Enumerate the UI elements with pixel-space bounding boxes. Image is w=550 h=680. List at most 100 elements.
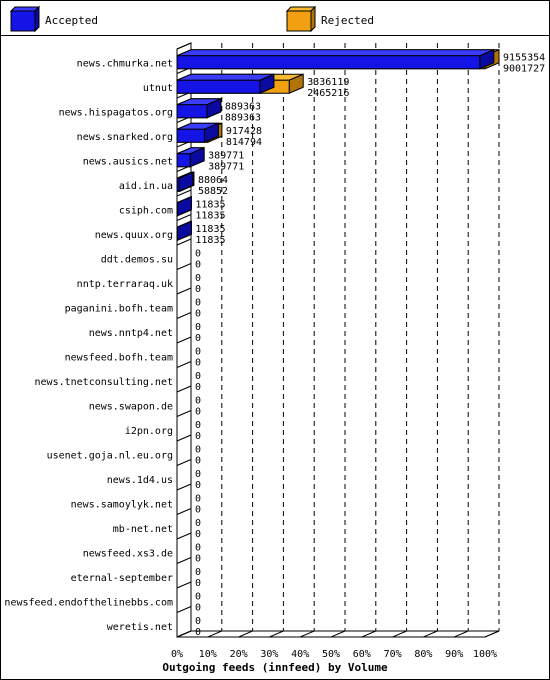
x-tick-label: 30%	[260, 649, 278, 660]
x-tick-mark	[454, 630, 469, 638]
data-label-accepted: 11835	[195, 235, 225, 246]
row-divider	[176, 42, 192, 50]
category-label: paganini.bofh.team	[65, 303, 173, 314]
bar-accepted	[176, 146, 205, 168]
bar-accepted	[176, 122, 219, 144]
bar-accepted	[176, 171, 194, 193]
data-label-rejected: 11835	[195, 199, 225, 210]
data-label-rejected: 88064	[198, 175, 228, 186]
data-label-rejected: 11835	[195, 224, 225, 235]
x-tick-label: 10%	[199, 649, 217, 660]
category-label: i2pn.org	[125, 426, 173, 437]
data-label-accepted: 0	[195, 480, 201, 491]
bar-accepted	[176, 73, 275, 95]
data-label-accepted: 0	[195, 504, 201, 515]
data-label-rejected: 3336119	[307, 77, 349, 88]
category-label: ddt.demos.su	[101, 254, 173, 265]
x-tick-label: 20%	[230, 649, 248, 660]
bar-accepted-top	[176, 49, 495, 57]
data-label-rejected: 0	[195, 297, 201, 308]
row-divider	[176, 557, 192, 564]
bar-accepted-face	[176, 128, 205, 143]
x-tick-mark	[423, 630, 438, 638]
data-label-accepted: 889363	[225, 112, 261, 123]
data-label-rejected: 917428	[226, 126, 262, 137]
data-label-accepted: 814794	[226, 137, 262, 148]
legend-accepted-label: Accepted	[45, 14, 98, 27]
row-divider	[176, 459, 192, 466]
x-tick-mark	[361, 630, 376, 638]
bar-accepted-face	[176, 177, 180, 192]
data-label-rejected: 0	[195, 567, 201, 578]
data-label-accepted: 0	[195, 308, 201, 319]
data-label-rejected: 0	[195, 346, 201, 357]
bar-accepted-face	[176, 55, 481, 70]
data-label-rejected: 0	[195, 616, 201, 627]
bar-accepted	[176, 220, 192, 242]
category-label: newsfeed.bofh.team	[65, 352, 173, 363]
bar-accepted-top	[176, 73, 275, 81]
x-tick-mark	[269, 630, 284, 638]
row-divider	[176, 483, 192, 491]
data-label-rejected: 0	[195, 371, 201, 382]
data-label-rejected: 0	[195, 420, 201, 431]
category-label: eternal-september	[71, 573, 173, 584]
row-divider	[176, 606, 192, 613]
row-divider	[176, 630, 192, 638]
legend-rejected-label: Rejected	[321, 14, 374, 27]
legend: Accepted Rejected	[1, 1, 549, 36]
row-divider	[176, 434, 192, 442]
data-label-rejected: 0	[195, 273, 201, 284]
x-axis-title: Outgoing feeds (innfeed) by Volume	[162, 661, 388, 674]
data-label-rejected: 0	[195, 493, 201, 504]
data-label-accepted: 0	[195, 529, 201, 540]
row-divider	[176, 287, 192, 295]
data-label-rejected: 0	[195, 591, 201, 602]
data-label-accepted: 0	[195, 431, 201, 442]
data-label-accepted: 0	[195, 553, 201, 564]
grid-layer	[176, 42, 500, 638]
category-label: news.swapon.de	[89, 401, 173, 412]
row-divider	[176, 189, 192, 197]
labels-layer: 0% 10% 20% 30% 40% 50% 60% 70% 80% 90% 100% news.ch…	[4, 52, 545, 660]
category-label: news.quux.org	[95, 230, 173, 241]
x-tick-label: 90%	[445, 649, 463, 660]
x-tick-label: 40%	[291, 649, 309, 660]
row-divider	[176, 385, 192, 393]
data-label-accepted: 0	[195, 578, 201, 589]
row-divider	[176, 214, 192, 221]
x-tick-mark	[484, 630, 500, 638]
data-label-accepted: 0	[195, 259, 201, 270]
data-label-accepted: 58852	[198, 186, 228, 197]
data-label-rejected: 389771	[208, 150, 244, 161]
x-tick-mark	[238, 630, 253, 638]
row-divider	[176, 508, 192, 515]
category-label: usenet.goja.nl.eu.org	[47, 450, 173, 461]
data-label-accepted: 0	[195, 382, 201, 393]
category-label: news.chmurka.net	[77, 58, 173, 69]
category-label: newsfeed.xs3.de	[83, 548, 173, 559]
category-label: news.hispagatos.org	[59, 107, 173, 118]
data-label-accepted: 0	[195, 455, 201, 466]
data-label-accepted: 9001727	[503, 63, 545, 74]
row-divider	[176, 263, 192, 270]
bar-accepted	[176, 195, 192, 217]
x-tick-mark	[392, 630, 407, 638]
data-label-accepted: 0	[195, 333, 201, 344]
data-label-accepted: 11835	[195, 210, 225, 221]
x-tick-mark	[330, 630, 346, 638]
legend-accepted-swatch	[9, 5, 41, 33]
data-label-rejected: 0	[195, 444, 201, 455]
category-label: aid.in.ua	[119, 181, 173, 192]
row-divider	[176, 410, 192, 417]
x-tick-label: 60%	[353, 649, 371, 660]
data-label-rejected: 0	[195, 518, 201, 529]
data-label-accepted: 0	[195, 284, 201, 295]
category-label: news.1d4.us	[107, 475, 173, 486]
category-label: weretis.net	[107, 622, 173, 633]
x-tick-mark	[300, 630, 315, 638]
data-label-rejected: 0	[195, 469, 201, 480]
legend-rejected-swatch	[285, 5, 317, 33]
